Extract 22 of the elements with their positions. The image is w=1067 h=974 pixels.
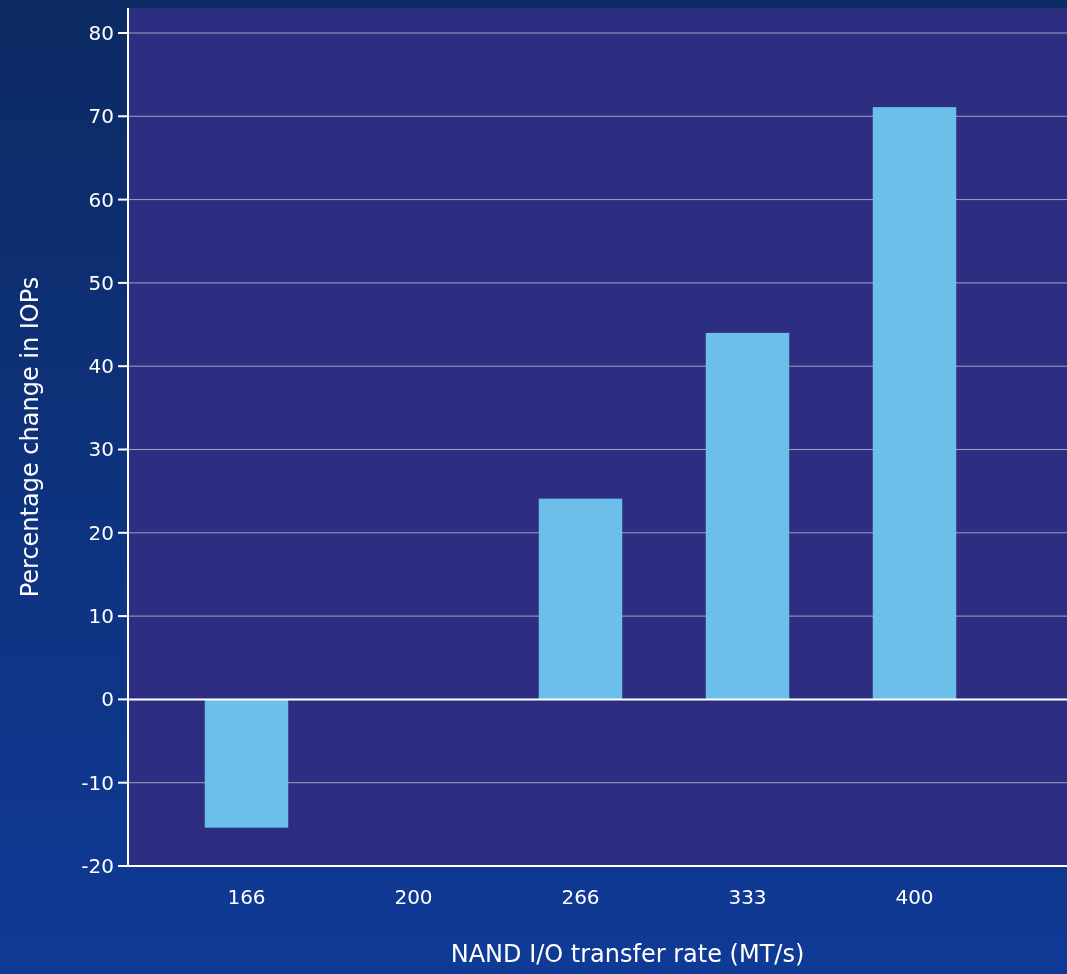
y-tick-label: 0 — [101, 687, 114, 712]
x-tick-label: 333 — [728, 885, 767, 909]
y-tick-label: 10 — [88, 604, 114, 629]
bar — [872, 107, 957, 700]
y-tick-label: -20 — [81, 854, 114, 878]
bar — [204, 699, 289, 828]
y-tick-label: -10 — [81, 770, 114, 795]
bar — [705, 332, 790, 700]
x-axis-title: NAND I/O transfer rate (MT/s) — [450, 940, 805, 968]
y-tick-label: 80 — [88, 20, 114, 45]
y-tick-label: 50 — [88, 270, 114, 295]
y-tick-label: 20 — [88, 520, 114, 545]
y-tick-label: 60 — [88, 187, 114, 212]
y-tick-label: 40 — [88, 354, 114, 379]
x-tick-label: 166 — [227, 885, 266, 909]
y-axis-title: Percentage change in IOPs — [16, 276, 44, 598]
x-tick-label: 200 — [394, 885, 433, 909]
bar — [538, 498, 623, 700]
x-tick-label: 400 — [895, 885, 934, 909]
y-tick-label: 70 — [88, 104, 114, 129]
x-tick-label: 266 — [561, 885, 600, 909]
y-tick-label: 30 — [88, 437, 114, 462]
